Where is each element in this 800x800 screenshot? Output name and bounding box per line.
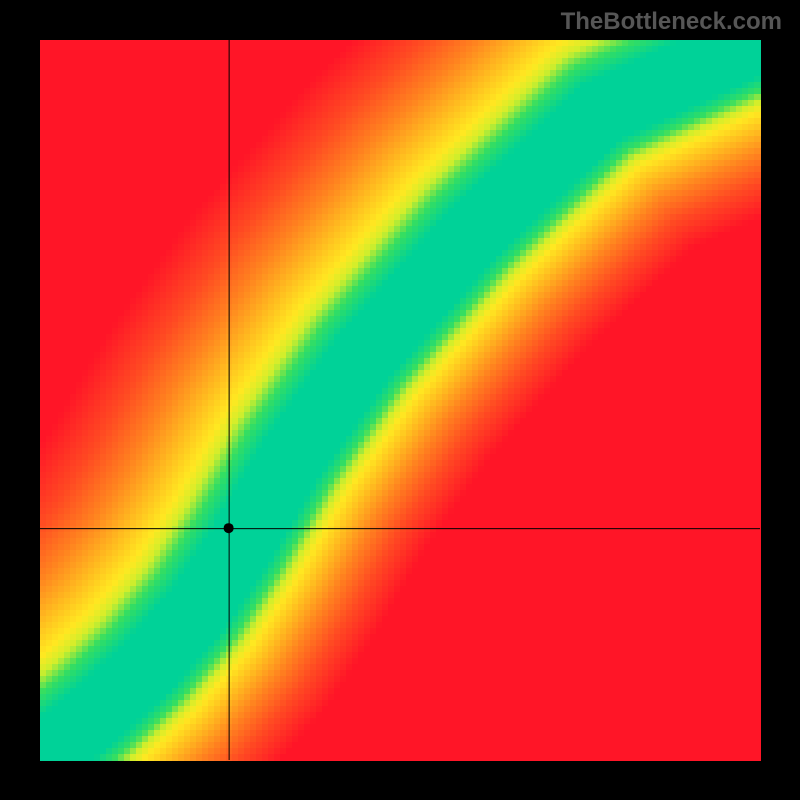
- watermark-label: TheBottleneck.com: [561, 8, 782, 36]
- bottleneck-heatmap: [0, 0, 800, 800]
- chart-container: { "watermark": { "text": "TheBottleneck.…: [0, 0, 800, 800]
